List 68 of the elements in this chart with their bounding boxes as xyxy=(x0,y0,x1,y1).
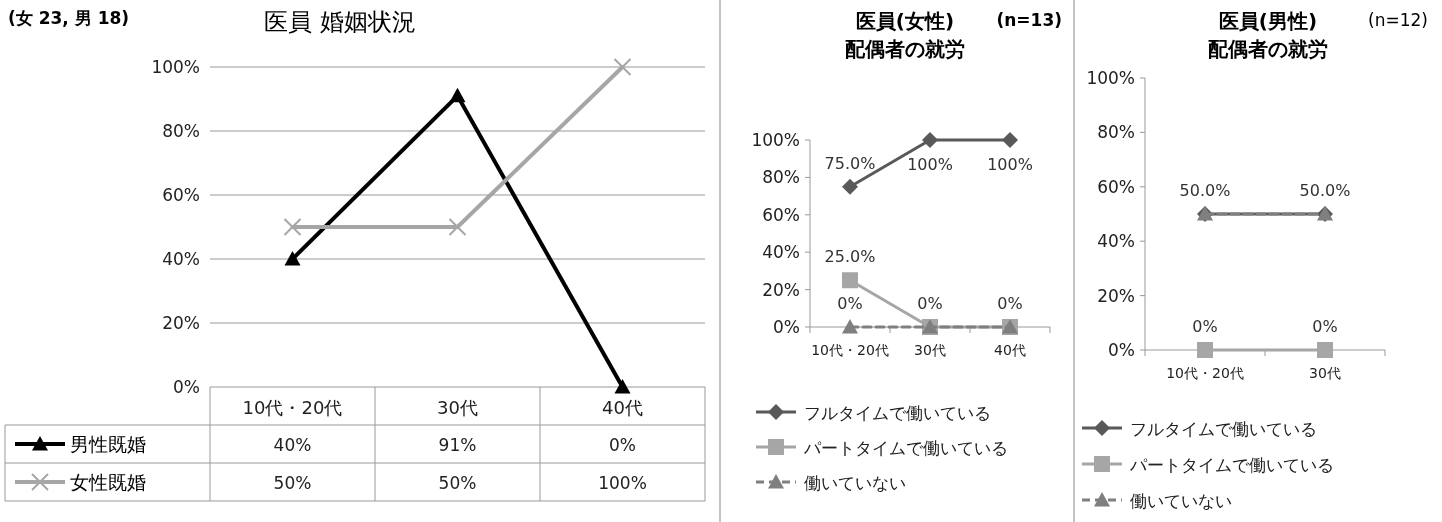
point xyxy=(448,218,467,236)
data-label: 0% xyxy=(609,435,636,455)
y-tick-label: 40% xyxy=(762,242,800,263)
point xyxy=(842,178,858,195)
data-label: 0% xyxy=(1192,317,1218,336)
legend-label: 働いていない xyxy=(1130,491,1232,511)
text: (n=13) xyxy=(996,10,1062,30)
data-label: 100% xyxy=(907,155,953,174)
x-tick-label: 30代 xyxy=(437,397,478,418)
legend-label: 働いていない xyxy=(804,473,906,493)
data-label: 91% xyxy=(438,435,477,455)
data-label: 40% xyxy=(273,435,312,455)
data-label: 50.0% xyxy=(1299,181,1351,200)
data-label: 50% xyxy=(273,473,312,493)
y-tick-label: 40% xyxy=(1097,231,1135,252)
point xyxy=(284,251,301,266)
data-label: 50.0% xyxy=(1179,181,1231,200)
y-tick-label: 0% xyxy=(773,317,800,337)
y-tick-label: 20% xyxy=(162,313,200,333)
point xyxy=(922,132,938,148)
x-tick-label: 10代・20代 xyxy=(1166,365,1244,381)
y-tick-label: 80% xyxy=(162,121,200,141)
y-tick-label: 80% xyxy=(762,167,800,188)
y-tick-label: 60% xyxy=(1097,176,1135,197)
point xyxy=(283,218,302,236)
data-label: 50% xyxy=(438,473,477,493)
y-tick-label: 0% xyxy=(1108,340,1135,360)
data-label: 100% xyxy=(598,473,647,493)
y-tick-label: 60% xyxy=(762,204,800,225)
x-tick-label: 10代・20代 xyxy=(242,397,343,418)
point xyxy=(449,87,466,103)
y-tick-label: 100% xyxy=(1086,68,1135,88)
point xyxy=(842,272,858,289)
y-tick-label: 80% xyxy=(1097,122,1135,143)
text: (女 23, 男 18) xyxy=(8,8,130,28)
x-tick-label: 10代・20代 xyxy=(811,342,889,358)
y-tick-label: 0% xyxy=(173,377,200,397)
y-tick-label: 100% xyxy=(151,57,200,77)
data-label: 0% xyxy=(997,294,1023,313)
point xyxy=(1002,132,1018,148)
legend-label: 男性既婚 xyxy=(70,433,146,455)
data-label: 75.0% xyxy=(824,153,876,173)
x-tick-label: 40代 xyxy=(994,342,1026,358)
y-tick-label: 20% xyxy=(1097,285,1135,306)
legend-label: フルタイムで働いている xyxy=(804,403,991,423)
chart-title: 医員 婚姻状況 xyxy=(264,8,416,36)
point xyxy=(842,319,858,334)
legend-label: 女性既婚 xyxy=(70,471,146,493)
chart-title: 医員(男性) 配偶者の就労 xyxy=(1208,9,1328,61)
data-label: 0% xyxy=(837,294,863,313)
point xyxy=(613,58,632,76)
data-label: 25.0% xyxy=(824,247,876,267)
y-tick-label: 40% xyxy=(162,249,200,269)
legend-label: パートタイムで働いている xyxy=(803,438,1008,458)
y-tick-label: 20% xyxy=(762,279,800,300)
x-tick-label: 40代 xyxy=(602,397,643,418)
y-tick-label: 100% xyxy=(751,130,800,150)
chart-title: 医員(女性) 配偶者の就労 xyxy=(845,9,965,61)
text: (n=12) xyxy=(1368,10,1428,30)
point xyxy=(614,379,631,394)
x-tick-label: 30代 xyxy=(1309,365,1341,381)
legend-label: フルタイムで働いている xyxy=(1130,419,1317,439)
y-tick-label: 60% xyxy=(162,185,200,205)
data-label: 0% xyxy=(1312,317,1338,336)
x-tick-label: 30代 xyxy=(914,342,946,358)
legend-label: パートタイムで働いている xyxy=(1129,455,1334,475)
data-label: 100% xyxy=(987,155,1033,174)
data-label: 0% xyxy=(917,294,943,313)
